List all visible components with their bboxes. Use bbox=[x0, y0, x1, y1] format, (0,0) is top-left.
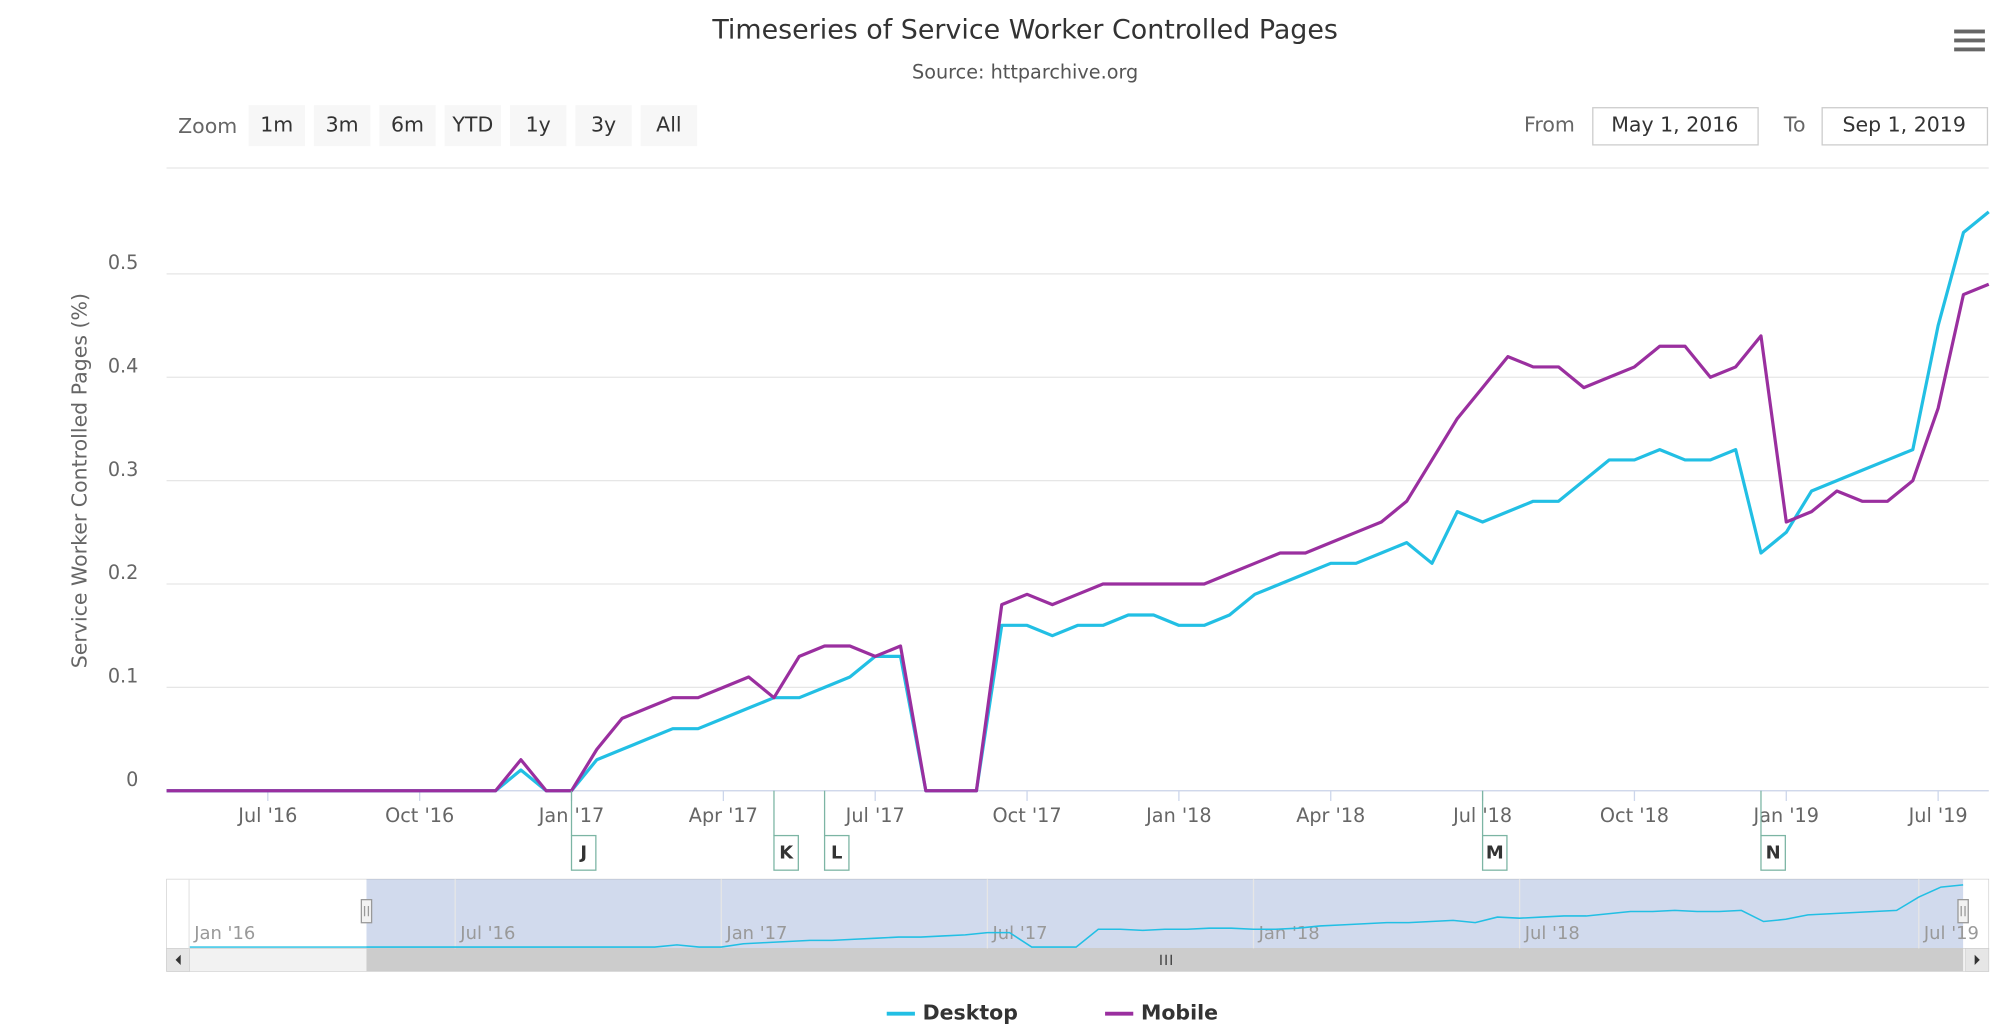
from-input[interactable] bbox=[1592, 107, 1759, 146]
x-tick-label: Oct '16 bbox=[385, 804, 454, 827]
x-tick-label: Jan '19 bbox=[1753, 804, 1819, 827]
chart-title: Timeseries of Service Worker Controlled … bbox=[711, 14, 1338, 45]
to-value: Sep 1, 2019 bbox=[1842, 113, 1965, 137]
zoom-button[interactable] bbox=[444, 105, 502, 147]
y-tick-label: 0.4 bbox=[108, 355, 139, 378]
navigator-handle[interactable] bbox=[1957, 899, 1969, 924]
zoom-button[interactable] bbox=[248, 105, 305, 147]
legend-label[interactable]: Desktop bbox=[923, 1001, 1018, 1025]
zoom-button[interactable] bbox=[640, 105, 698, 147]
navigator-tick-label: Jul '18 bbox=[1524, 923, 1580, 944]
flag-label: K bbox=[779, 843, 794, 864]
navigator-series bbox=[366, 884, 1964, 948]
from-value: May 1, 2016 bbox=[1611, 113, 1738, 137]
flag-label: J bbox=[579, 843, 587, 864]
series-line bbox=[166, 210, 1990, 793]
y-tick-label: 0.1 bbox=[108, 665, 139, 688]
menu-bar bbox=[1954, 47, 1985, 52]
zoom-button-label: 6m bbox=[391, 113, 424, 137]
from-label: From bbox=[1524, 113, 1575, 137]
zoom-button-label: YTD bbox=[451, 113, 493, 137]
navigator-tick-label: Jan '18 bbox=[1258, 923, 1320, 944]
arrow-right bbox=[1974, 954, 1980, 965]
zoom-button[interactable] bbox=[575, 105, 632, 147]
zoom-label: Zoom bbox=[178, 114, 237, 138]
zoom-button-label: All bbox=[656, 113, 681, 137]
x-tick-label: Oct '17 bbox=[993, 804, 1062, 827]
navigator-tick-label: Jul '19 bbox=[1923, 923, 1979, 944]
navigator-selection[interactable] bbox=[366, 879, 1964, 949]
navigator-tick-label: Jan '17 bbox=[725, 923, 787, 944]
y-tick-label: 0.3 bbox=[108, 458, 139, 481]
chart-subtitle: Source: httparchive.org bbox=[912, 61, 1138, 84]
y-axis-title: Service Worker Controlled Pages (%) bbox=[68, 293, 92, 668]
to-input[interactable] bbox=[1821, 107, 1989, 146]
y-tick-label: 0.2 bbox=[108, 561, 139, 584]
navigator-tick-label: Jul '17 bbox=[992, 923, 1048, 944]
flag-box bbox=[1481, 834, 1508, 871]
navigator-handle[interactable] bbox=[360, 899, 373, 924]
scrollbar-thumb[interactable] bbox=[366, 948, 1964, 972]
zoom-button[interactable] bbox=[313, 105, 371, 147]
menu-bar bbox=[1954, 38, 1985, 43]
zoom-button-label: 1y bbox=[526, 113, 551, 137]
zoom-button[interactable] bbox=[510, 105, 567, 147]
flag-box bbox=[773, 834, 799, 871]
zoom-button-label: 3y bbox=[591, 113, 616, 137]
to-label: To bbox=[1783, 113, 1806, 137]
menu-icon[interactable] bbox=[1954, 29, 1985, 52]
x-tick-label: Apr '17 bbox=[689, 804, 758, 827]
flag-label: M bbox=[1486, 843, 1504, 864]
flag-box bbox=[823, 834, 850, 871]
x-tick-label: Jul '19 bbox=[1908, 804, 1968, 827]
arrow-left bbox=[175, 954, 181, 965]
scrollbar-grip bbox=[1160, 954, 1172, 965]
navigator-tick-label: Jan '16 bbox=[193, 923, 255, 944]
x-tick-label: Oct '18 bbox=[1600, 804, 1669, 827]
x-tick-label: Apr '18 bbox=[1296, 804, 1365, 827]
x-tick-label: Jan '18 bbox=[1145, 804, 1211, 827]
zoom-button-label: 3m bbox=[326, 113, 359, 137]
series-line bbox=[166, 282, 1990, 793]
navigator-tick-label: Jul '16 bbox=[459, 923, 515, 944]
flag-box bbox=[1760, 834, 1786, 871]
handle-grip bbox=[363, 906, 370, 917]
flag-label: L bbox=[831, 843, 842, 864]
zoom-button-label: 1m bbox=[260, 113, 293, 137]
legend-label[interactable]: Mobile bbox=[1141, 1001, 1218, 1025]
handle-grip bbox=[1960, 906, 1966, 917]
flag-box bbox=[570, 834, 597, 871]
y-tick-label: 0.5 bbox=[108, 251, 139, 274]
y-tick-label: 0 bbox=[126, 768, 138, 791]
zoom-button[interactable] bbox=[379, 105, 436, 147]
menu-bar bbox=[1954, 29, 1985, 34]
x-tick-label: Jul '16 bbox=[237, 804, 297, 827]
x-tick-label: Jul '17 bbox=[845, 804, 905, 827]
flag-label: N bbox=[1766, 843, 1781, 864]
